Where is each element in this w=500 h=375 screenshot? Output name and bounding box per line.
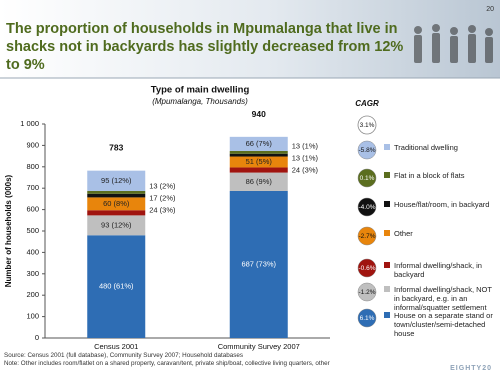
cagr-label: -0.6%: [359, 265, 376, 272]
legend-item: Flat in a block of flats: [384, 171, 496, 180]
cagr-badge: [357, 258, 377, 278]
legend-label: Flat in a block of flats: [394, 171, 465, 180]
y-tick-label: 700: [26, 183, 39, 192]
y-tick-label: 500: [26, 226, 39, 235]
bar-segment: [87, 197, 146, 211]
legend-swatch: [384, 312, 390, 318]
cagr-badge: [357, 140, 377, 160]
bar-segment: [87, 190, 146, 194]
slide-title: The proportion of households in Mpumalan…: [6, 21, 404, 73]
legend-label: House/flat/room, in backyard: [394, 200, 490, 209]
legend-item: Informal dwelling/shack, NOT in backyard…: [384, 285, 496, 312]
bar-segment: [87, 215, 146, 236]
value-label: 13 (2%): [149, 181, 176, 190]
bar-segment: [229, 136, 288, 151]
value-label: 17 (2%): [149, 193, 176, 202]
legend-swatch: [384, 144, 390, 150]
note: Note: Other includes room/flatlet on a s…: [4, 359, 330, 367]
y-axis-title: Number of households (000s): [4, 174, 13, 287]
value-label: 51 (5%): [246, 157, 273, 166]
total-label: 940: [252, 109, 266, 119]
legend-swatch: [384, 286, 390, 292]
chart-title: Type of main dwelling: [151, 85, 250, 96]
cagr-badge: [357, 197, 377, 217]
page-number: 20: [486, 6, 494, 13]
cagr-label: -5.8%: [359, 147, 376, 154]
legend-label: Informal dwelling/shack, NOT in backyard…: [394, 285, 492, 312]
cagr-label: -4.0%: [359, 204, 376, 211]
legend-label: House on a separate stand or town/cluste…: [394, 311, 493, 338]
bar-segment: [229, 153, 288, 157]
value-label: 66 (7%): [246, 139, 273, 148]
cagr-badge: [357, 282, 377, 302]
value-label: 60 (8%): [103, 199, 130, 208]
y-tick-label: 900: [26, 140, 39, 149]
y-tick-label: 0: [35, 333, 39, 342]
legend-label: Other: [394, 229, 413, 238]
y-tick-label: 400: [26, 247, 39, 256]
value-label: 86 (9%): [246, 177, 273, 186]
value-label: 13 (1%): [292, 141, 319, 150]
bar-segment: [87, 170, 146, 191]
x-tick-label: Census 2001: [94, 342, 138, 351]
y-tick-label: 800: [26, 162, 39, 171]
value-label: 687 (73%): [241, 259, 276, 268]
value-label: 13 (1%): [292, 153, 319, 162]
legend-swatch: [384, 230, 390, 236]
legend-item: Informal dwelling/shack, in backyard: [384, 261, 496, 279]
value-label: 24 (3%): [149, 205, 176, 214]
bar-segment: [229, 156, 288, 168]
bar-segment: [229, 172, 288, 191]
header-silhouettes: [414, 24, 493, 63]
cagr-badge: [357, 168, 377, 188]
cagr-badge: [357, 226, 377, 246]
total-label: 783: [109, 143, 123, 153]
legend-swatch: [384, 201, 390, 207]
legend-item: Other: [384, 229, 496, 238]
legend-swatch: [384, 262, 390, 268]
legend-swatch: [384, 172, 390, 178]
y-tick-label: 200: [26, 290, 39, 299]
y-tick-label: 600: [26, 205, 39, 214]
cagr-label: 6.1%: [360, 315, 375, 322]
bar-segment: [229, 167, 288, 173]
chart-subtitle: (Mpumalanga, Thousands): [152, 97, 248, 106]
y-tick-label: 300: [26, 269, 39, 278]
bar-segment: [87, 235, 146, 338]
legend-label: Traditional dwelling: [394, 143, 458, 152]
cagr-label: -2.7%: [359, 233, 376, 240]
legend-item: House/flat/room, in backyard: [384, 200, 496, 209]
source: Source: Census 2001 (full database), Com…: [4, 352, 244, 359]
y-tick-label: 1 000: [20, 119, 39, 128]
y-tick-label: 100: [26, 312, 39, 321]
cagr-badge: [357, 115, 377, 135]
footnotes: Source: Census 2001 (full database), Com…: [4, 352, 444, 367]
cagr-label: 0.1%: [360, 175, 375, 182]
legend-item: House on a separate stand or town/cluste…: [384, 311, 496, 338]
bar-segment: [87, 193, 146, 198]
cagr-badge: [357, 308, 377, 328]
bar-segment: [229, 150, 288, 154]
x-tick-label: Community Survey 2007: [218, 342, 300, 351]
value-label: 24 (3%): [292, 165, 319, 174]
value-label: 95 (12%): [101, 176, 132, 185]
legend-label: Informal dwelling/shack, in backyard: [394, 261, 482, 279]
cagr-title: CAGR: [355, 99, 379, 108]
cagr-label: 3.1%: [360, 122, 375, 129]
legend-item: Traditional dwelling: [384, 143, 496, 152]
logo: EIGHTY20: [450, 365, 492, 372]
bar-segment: [229, 190, 288, 338]
cagr-label: -1.2%: [359, 289, 376, 296]
value-label: 480 (61%): [99, 282, 134, 291]
bar-segment: [87, 210, 146, 216]
value-label: 93 (12%): [101, 220, 132, 229]
